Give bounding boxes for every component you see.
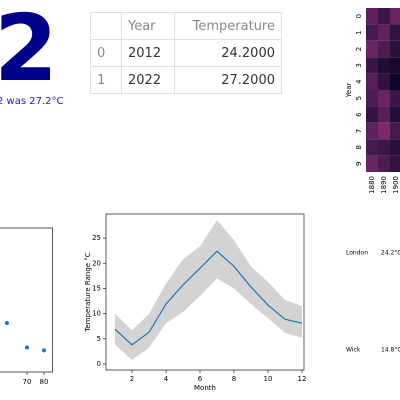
row: 1 2022 27.2000 xyxy=(90,66,282,94)
heatmap-cell xyxy=(366,90,378,107)
cell: 2012 xyxy=(121,39,175,67)
heatmap-cell xyxy=(366,40,378,58)
x-tick-label: 80 xyxy=(40,378,49,386)
y-tick-label: 5 xyxy=(355,96,363,100)
heatmap-cell xyxy=(390,40,400,58)
heatmap-cell xyxy=(390,73,400,90)
heatmap-cell xyxy=(366,155,378,172)
row-index: 1 xyxy=(90,66,122,94)
x-tick-label: 1900 xyxy=(392,176,400,194)
y-tick-label: 1 xyxy=(355,30,363,34)
y-tick-label: 25 xyxy=(92,234,101,242)
row-index: 0 xyxy=(90,39,122,67)
y-tick-label: 2 xyxy=(355,47,363,51)
kpi-value: 2 xyxy=(0,0,58,102)
heatmap-cell xyxy=(390,24,400,41)
point xyxy=(42,348,46,353)
y-tick-label: 7 xyxy=(355,129,363,133)
heatmap-cell xyxy=(366,73,378,90)
column-header: Temperature xyxy=(174,12,282,40)
x-tick-label: 1880 xyxy=(368,176,376,194)
heatmap-cell xyxy=(390,106,400,123)
y-tick-label: 0 xyxy=(97,360,101,368)
heatmap-cell xyxy=(390,155,400,172)
heatmap-cell xyxy=(366,139,378,156)
heatmap-cell xyxy=(378,24,390,41)
y-tick-label: 8 xyxy=(355,145,363,149)
heatmap-cell xyxy=(378,73,390,90)
plot-frame xyxy=(0,227,53,373)
heatmap-cell xyxy=(366,57,378,74)
heatmap-cell xyxy=(390,57,400,74)
y-tick-label: 10 xyxy=(92,310,101,318)
confidence-band xyxy=(115,220,302,360)
heatmap-cell xyxy=(366,8,378,25)
x-tick-label: 8 xyxy=(232,375,236,383)
x-tick-label: 6 xyxy=(198,375,203,383)
heatmap-cell xyxy=(378,90,390,107)
cell: 27.2000 xyxy=(174,66,282,94)
x-tick-label: 2 xyxy=(130,375,134,383)
heatmap-cell xyxy=(378,57,390,74)
heatmap-cell xyxy=(390,122,400,140)
city-name: London xyxy=(346,250,368,257)
row: 0 2012 24.2000 xyxy=(90,39,282,67)
heatmap-cell xyxy=(390,8,400,25)
line xyxy=(114,250,303,346)
heatmap-cell xyxy=(378,139,390,156)
x-tick-label: 1890 xyxy=(380,176,388,194)
point xyxy=(4,321,9,326)
heatmap-cell xyxy=(378,155,390,172)
y-axis-label: Year xyxy=(345,82,353,98)
x-tick-label: 10 xyxy=(264,375,273,383)
y-tick-label: 4 xyxy=(355,79,363,84)
index-header xyxy=(90,12,122,40)
y-axis-label: Temperature Range °C xyxy=(84,252,92,332)
point xyxy=(25,345,29,350)
plot-frame xyxy=(105,213,305,371)
column-header: Year xyxy=(121,12,175,40)
y-tick-label: 3 xyxy=(355,63,363,67)
city-name: Wick xyxy=(346,347,361,354)
x-tick-label: 4 xyxy=(164,375,169,383)
x-tick-label: 70 xyxy=(23,378,32,386)
kpi-caption: 2 was 27.2°C xyxy=(0,96,64,107)
city-temperature: 14.8°C xyxy=(381,347,400,354)
city-temperature: 24.2°C xyxy=(381,250,400,257)
x-tick-label: 12 xyxy=(297,375,306,383)
heatmap-cell xyxy=(366,106,378,123)
heatmap-cell xyxy=(378,40,390,58)
cell: 24.2000 xyxy=(174,39,282,67)
heatmap-cell xyxy=(378,122,390,140)
y-tick-label: 9 xyxy=(355,162,363,166)
y-tick-label: 15 xyxy=(92,284,101,292)
y-tick-label: 0 xyxy=(355,14,363,18)
heatmap-cell xyxy=(390,90,400,107)
heatmap-cell xyxy=(378,8,390,25)
y-tick-label: 6 xyxy=(355,112,363,117)
heatmap-cell xyxy=(390,139,400,156)
data-table: Year Temperature 0 2012 24.2000 1 2022 2… xyxy=(90,12,282,94)
heatmap-cell xyxy=(366,24,378,41)
y-tick-label: 5 xyxy=(97,335,101,343)
header-row: Year Temperature xyxy=(90,12,282,40)
heatmap-cell xyxy=(366,122,378,140)
heatmap-cell xyxy=(378,106,390,123)
cell: 2022 xyxy=(121,66,175,94)
x-axis-label: Month xyxy=(194,384,216,392)
y-tick-label: 20 xyxy=(92,259,101,267)
